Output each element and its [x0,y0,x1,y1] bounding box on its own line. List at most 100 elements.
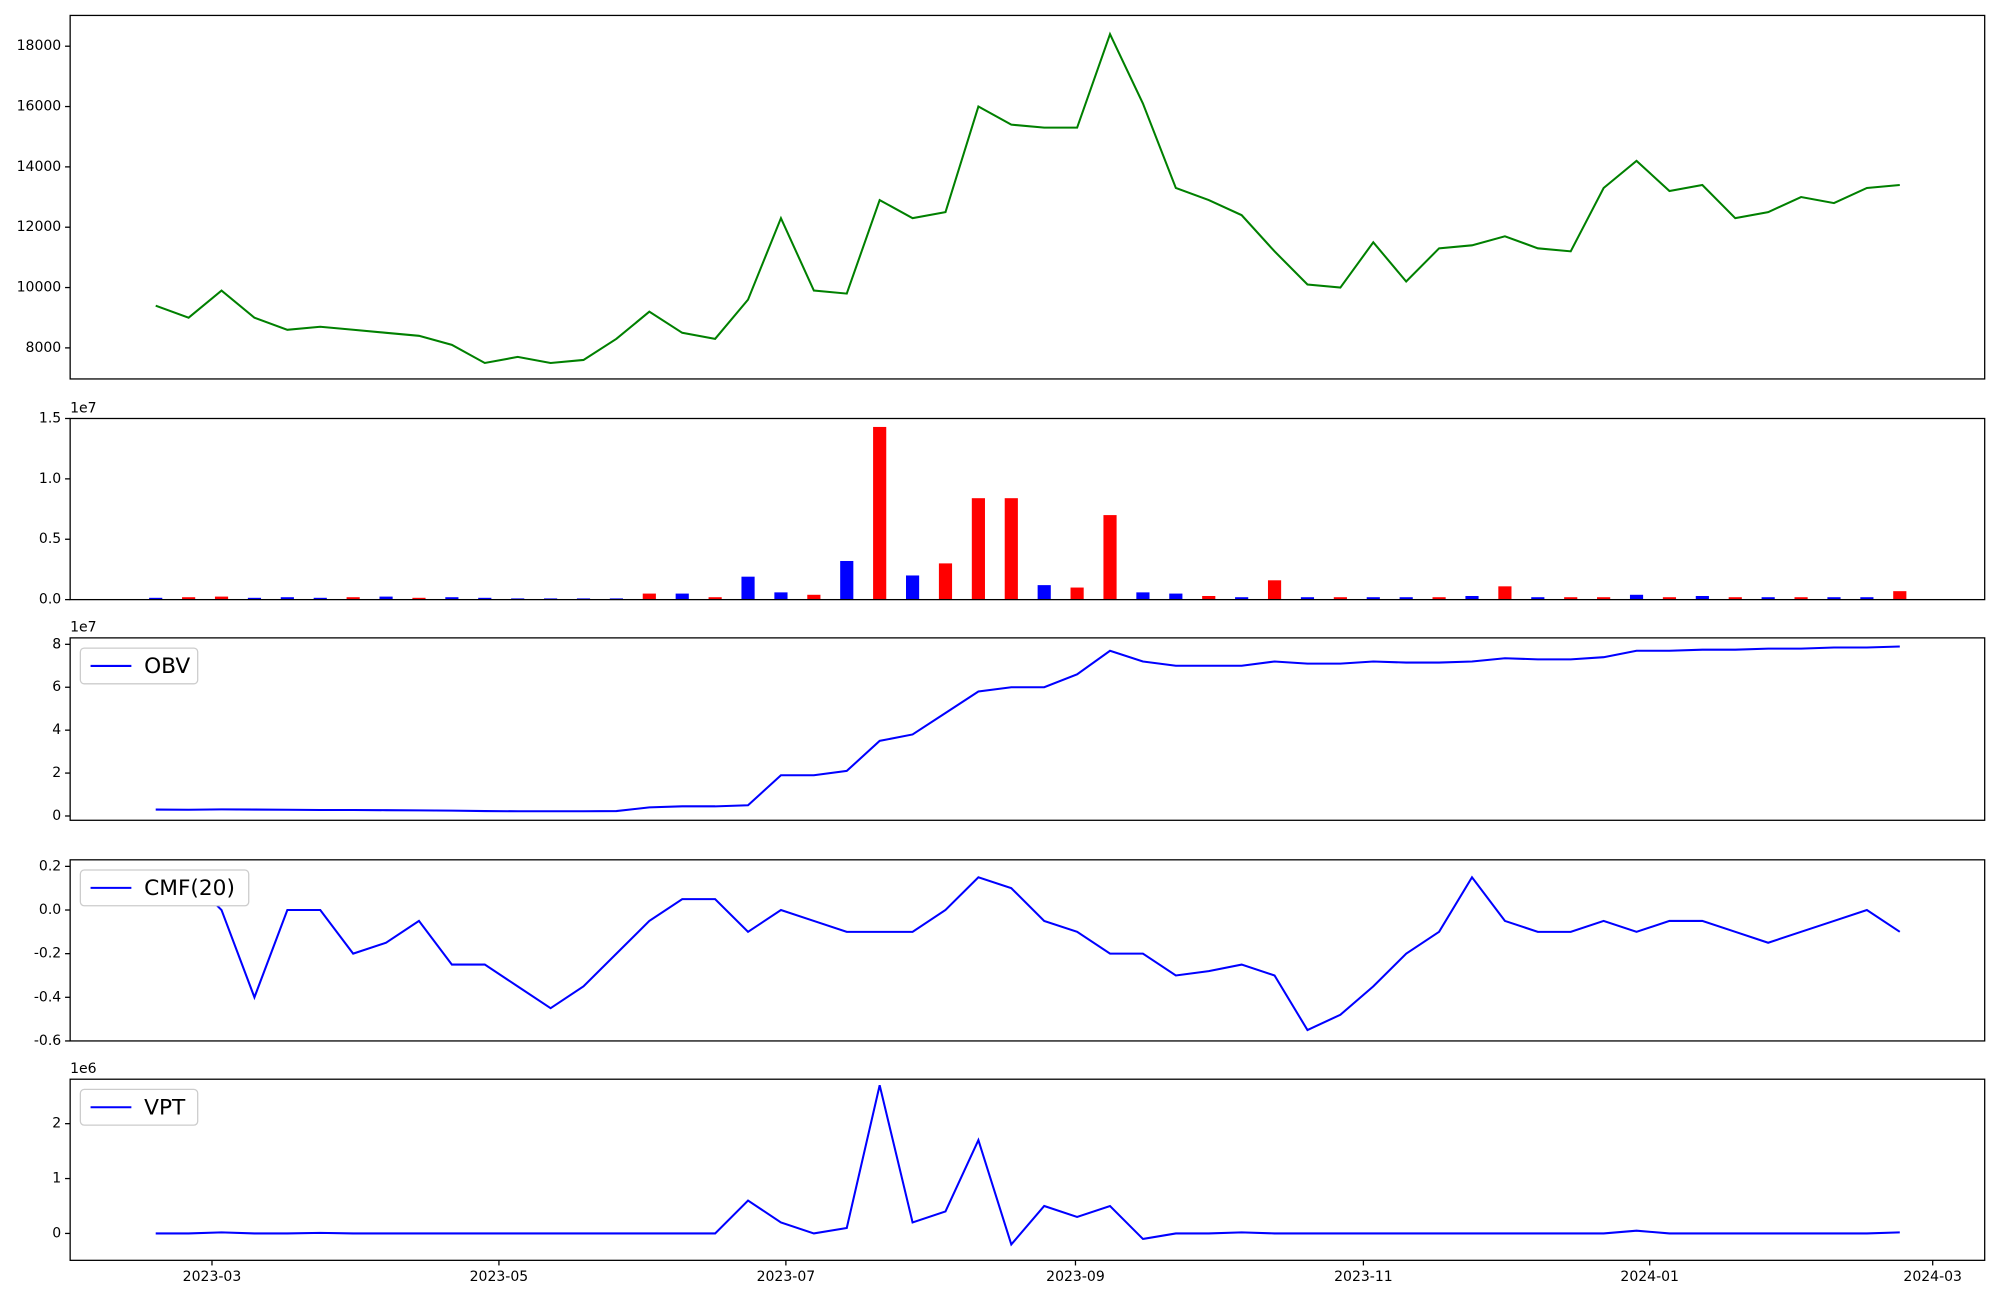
bar [1860,597,1874,600]
legend-box [79,647,199,685]
x-tick-label: 2023-11 [1334,1269,1393,1285]
y-tick-label: 2 [52,765,61,781]
bar [478,597,492,600]
bar [708,597,722,600]
bar [1728,597,1742,600]
bar [280,597,294,600]
bar [1827,597,1841,600]
bar [1432,597,1446,600]
bar [938,563,953,600]
bar [1136,592,1150,600]
y-tick-label: 14000 [17,159,62,175]
bar [741,576,755,600]
axes-frame [69,637,1986,821]
bar [247,597,262,600]
bar [1300,597,1315,600]
y-tick-label: 4 [52,722,61,738]
bar [1004,498,1018,600]
axes-frame [69,14,1986,380]
bar [840,560,854,600]
x-tick-label: 2023-05 [470,1269,529,1285]
bar [642,593,656,600]
bar [1202,595,1216,600]
bar [1235,597,1249,600]
y-tick-label: 8 [52,636,61,652]
x-tick-label: 2023-03 [183,1269,242,1285]
bar [1893,591,1907,600]
line [155,875,1901,1032]
y-tick-label: 0.0 [39,902,61,918]
bar [1399,597,1413,600]
bar [1629,594,1644,600]
bar [313,597,327,600]
legend-box [79,869,250,907]
bar [675,593,689,600]
bar [1465,595,1479,600]
bar [445,597,459,600]
bar [379,596,393,600]
y-tick-label: 0.5 [39,531,61,547]
bar [1037,585,1051,600]
bar [214,596,229,600]
offset-label: 1e7 [70,620,96,636]
line [155,31,1900,365]
bar [346,597,360,600]
bar [1333,597,1347,600]
line [155,1085,1900,1247]
x-tick-label: 2023-09 [1046,1269,1105,1285]
bar [1662,597,1677,600]
bar [1794,597,1808,600]
legend: VPT [79,1088,199,1126]
y-tick-label: 0.2 [39,858,61,874]
offset-label: 1e6 [70,1061,97,1077]
y-tick-label: -0.6 [34,1033,61,1049]
y-tick-label: 1.0 [39,471,61,487]
y-tick-label: 6 [52,679,61,695]
y-tick-label: 0 [52,808,61,824]
x-tick-label: 2023-07 [757,1269,816,1285]
y-tick-label: 16000 [17,99,62,115]
bar [1169,593,1183,600]
y-tick-label: 1.5 [39,410,61,426]
y-tick-label: -0.4 [34,989,61,1005]
legend-label: OBV [144,654,190,679]
bar [905,575,920,600]
bar [149,597,163,600]
bar [971,498,985,600]
y-tick-label: 1 [52,1171,61,1187]
legend-box [79,1088,199,1126]
offset-label: 1e7 [70,400,96,416]
bar [1531,597,1545,600]
x-tick-label: 2024-01 [1620,1269,1679,1285]
axes-frame [69,417,1986,601]
bar [182,597,196,600]
y-tick-label: 12000 [17,219,62,235]
line [155,645,1900,813]
bar [1761,597,1775,600]
y-tick-label: 0 [52,1225,61,1241]
y-tick-label: 0.0 [39,592,61,608]
bar [1267,580,1282,600]
bar [412,597,426,600]
y-tick-label: 10000 [17,280,62,296]
y-tick-label: -0.2 [34,946,61,962]
bar [873,426,887,600]
bar [1103,515,1117,600]
axes-frame [69,1078,1986,1261]
bar [1564,597,1578,600]
legend-label: CMF(20) [144,876,235,901]
bar [1366,597,1380,600]
bar [1597,597,1611,600]
bar [1070,587,1084,600]
x-tick-label: 2024-03 [1903,1269,1962,1285]
axes-frame [69,859,1986,1042]
legend: OBV [79,647,199,685]
legend-label: VPT [144,1096,186,1121]
bar [774,592,788,600]
bar [1695,595,1709,600]
bar [807,594,821,600]
bar [1498,586,1512,600]
legend: CMF(20) [79,869,250,907]
y-tick-label: 8000 [26,340,62,356]
